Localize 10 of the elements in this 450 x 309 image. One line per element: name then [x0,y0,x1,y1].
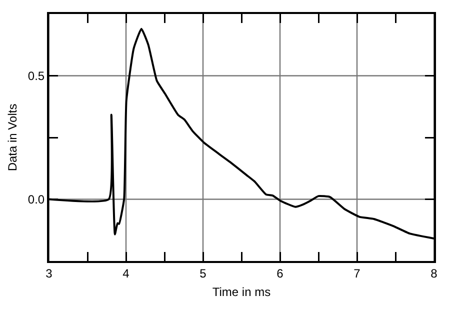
x-tick-label: 3 [46,266,53,280]
x-tick-label: 7 [354,266,361,280]
y-axis-title: Data in Volts [6,104,20,172]
x-tick-label: 6 [276,266,284,280]
y-tick-label: 0.5 [28,68,45,83]
x-axis-title: Time in ms [212,284,271,299]
x-tick-label: 4 [122,266,130,280]
x-tick-label: 5 [200,266,207,280]
x-tick-label: 8 [430,266,438,280]
y-tick-label: 0.0 [28,192,45,206]
